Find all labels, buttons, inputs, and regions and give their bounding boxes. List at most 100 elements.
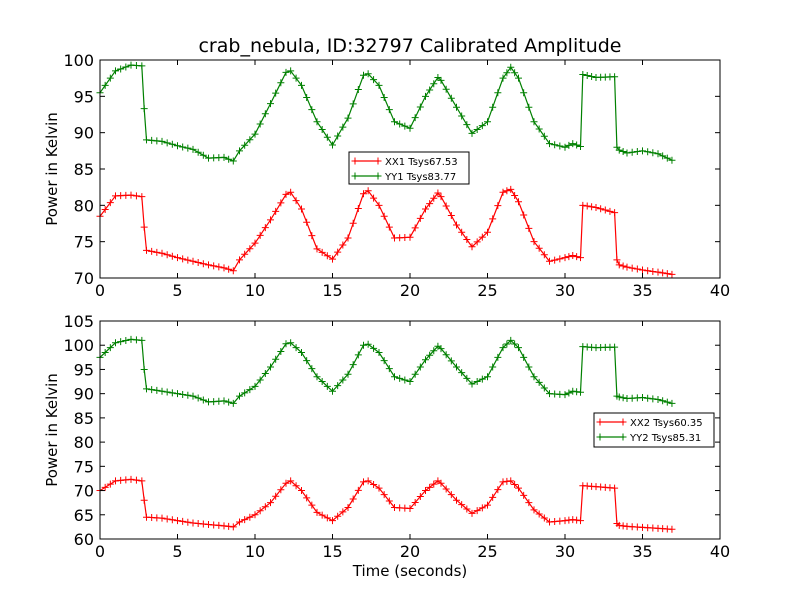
data-point-marker [569, 251, 577, 259]
data-point-marker [101, 205, 109, 213]
x-tick-label: 0 [95, 281, 105, 300]
data-point-marker [579, 71, 587, 79]
plot-frame [99, 59, 721, 279]
data-point-marker [515, 484, 522, 492]
data-point-marker [277, 79, 285, 87]
data-point-marker [236, 256, 243, 264]
data-point-marker [140, 496, 148, 504]
data-point-marker [507, 477, 515, 485]
data-point-marker [189, 392, 197, 400]
data-point-marker [199, 151, 207, 159]
data-point-marker [122, 337, 130, 345]
data-point-marker [127, 475, 135, 483]
data-point-marker [168, 252, 176, 260]
data-point-marker [494, 202, 502, 210]
data-point-marker [442, 85, 450, 93]
data-point-marker [530, 238, 538, 246]
data-point-marker [611, 73, 619, 81]
data-point-marker [360, 71, 367, 79]
data-point-marker [360, 478, 367, 486]
data-point-marker [349, 361, 357, 369]
data-point-marker [298, 205, 305, 213]
data-point-marker [189, 145, 197, 153]
data-point-marker [556, 142, 564, 150]
data-point-marker [406, 124, 414, 132]
data-point-marker [318, 378, 326, 386]
data-point-marker [515, 198, 522, 206]
data-point-marker [422, 205, 429, 213]
y-tick-label: 75 [74, 233, 94, 252]
data-point-marker [106, 344, 114, 352]
data-point-marker [354, 486, 362, 494]
x-tick-label: 40 [710, 281, 730, 300]
y-tick-label: 70 [74, 269, 94, 288]
data-point-marker [520, 89, 528, 97]
data-point-marker [530, 506, 538, 514]
data-point-marker [401, 376, 409, 384]
data-point-marker [468, 243, 476, 251]
x-tick-label: 15 [322, 281, 342, 300]
data-point-marker [364, 70, 372, 78]
data-point-marker [179, 390, 187, 398]
data-point-marker [426, 86, 434, 94]
ticks-layer: 0 5 10 15 20 25 30 35 40 60 65 70 75 80 85 90 95 100 105 [63, 312, 730, 561]
data-point-marker [287, 67, 295, 75]
data-point-marker [140, 223, 148, 231]
data-point-marker [303, 357, 311, 365]
data-point-marker [592, 204, 600, 212]
data-point-marker [256, 507, 264, 515]
data-point-marker [229, 523, 237, 531]
data-point-marker [158, 137, 166, 145]
data-point-marker [478, 233, 486, 241]
data-point-marker [520, 211, 528, 219]
legend-label: XX2 Tsys60.35 [630, 418, 703, 429]
data-point-marker [468, 509, 476, 517]
data-point-marker [267, 100, 274, 108]
data-point-marker [375, 348, 383, 356]
x-axis-label: Time (seconds) [352, 562, 468, 580]
data-point-marker [391, 118, 398, 126]
data-point-marker [503, 340, 511, 348]
y-tick-label: 95 [74, 87, 94, 106]
data-point-marker [236, 147, 243, 155]
x-tick-label: 5 [172, 542, 182, 561]
data-point-marker [344, 370, 352, 378]
data-point-marker [229, 399, 237, 407]
data-point-marker [654, 150, 662, 158]
data-point-marker [668, 525, 676, 533]
data-point-marker [416, 103, 424, 111]
x-tick-label: 10 [245, 281, 265, 300]
data-point-marker [430, 80, 438, 88]
data-point-marker [132, 476, 140, 484]
data-point-marker [277, 486, 285, 494]
data-point-marker [163, 139, 171, 147]
data-point-marker [639, 394, 646, 402]
data-point-marker [101, 81, 109, 89]
data-point-marker [174, 390, 181, 398]
data-point-marker [153, 386, 161, 394]
data-point-marker [229, 267, 237, 275]
data-point-marker [236, 392, 243, 400]
data-point-marker [158, 514, 166, 522]
data-point-marker [251, 130, 259, 138]
data-point-marker [277, 199, 285, 207]
data-point-marker [623, 149, 631, 157]
data-point-marker [199, 260, 207, 268]
data-point-marker [158, 387, 166, 395]
data-point-marker [313, 245, 321, 253]
data-point-marker [292, 482, 300, 490]
data-point-marker [573, 141, 581, 149]
data-point-marker [659, 152, 667, 160]
data-point-marker [385, 497, 393, 505]
data-point-marker [663, 154, 671, 162]
chart-title: crab_nebula, ID:32797 Calibrated Amplitu… [198, 35, 621, 57]
data-point-marker [565, 141, 573, 149]
data-point-marker [468, 380, 476, 388]
data-point-marker [437, 479, 445, 487]
data-point-marker [364, 477, 372, 485]
data-point-marker [540, 514, 548, 522]
data-point-marker [215, 263, 223, 271]
data-point-marker [272, 207, 280, 215]
data-point-marker [473, 378, 481, 386]
data-point-marker [577, 388, 584, 396]
